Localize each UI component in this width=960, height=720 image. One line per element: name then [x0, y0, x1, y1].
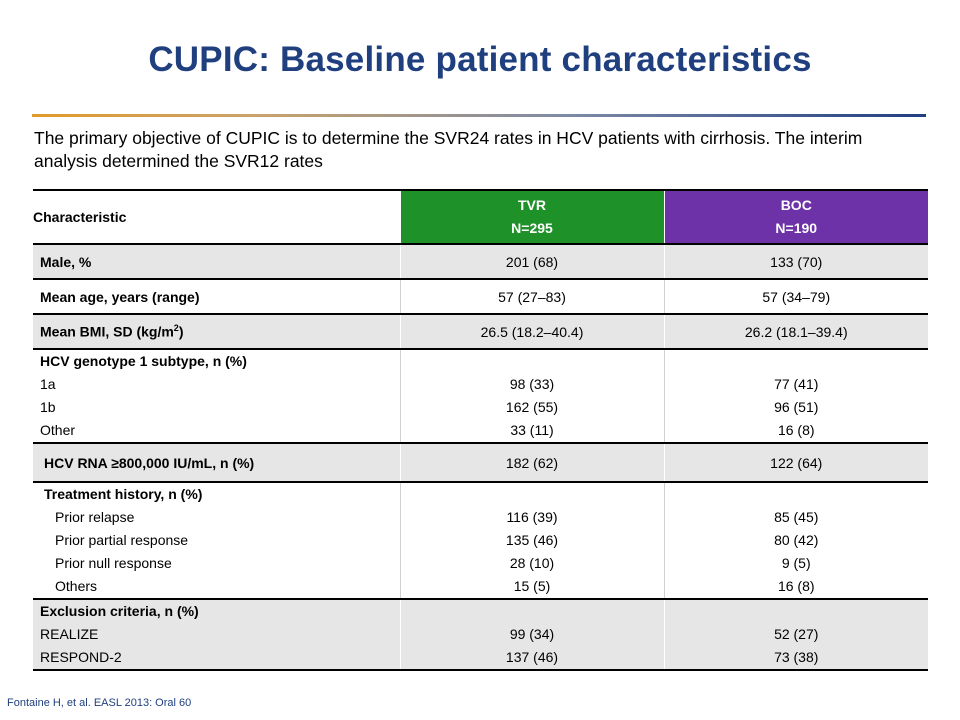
intro-text: The primary objective of CUPIC is to det… — [34, 128, 863, 171]
row-exclusion: Exclusion criteria, n (%) REALIZE RESPON… — [33, 599, 928, 670]
genotype-1a-label: 1a — [40, 376, 56, 392]
row-hcv-rna-tvr: 182 (62) — [399, 443, 664, 482]
row-history-tvr: 116 (39) 135 (46) 28 (10) 15 (5) — [399, 482, 664, 599]
exclusion-realize-boc: 52 (27) — [774, 626, 819, 642]
row-bmi-label: Mean BMI, SD (kg/m2) — [33, 314, 400, 349]
row-male: Male, % 201 (68) 133 (70) — [33, 244, 928, 279]
row-genotype: HCV genotype 1 subtype, n (%) 1a 1b Othe… — [33, 349, 928, 443]
history-others-boc: 16 (8) — [777, 578, 815, 594]
header-characteristic: Characteristic — [33, 189, 400, 245]
row-hcv-rna-label: HCV RNA ≥800,000 IU/mL, n (%) — [33, 443, 400, 482]
row-genotype-tvr: 98 (33) 162 (55) 33 (11) — [399, 349, 664, 443]
row-age-label: Mean age, years (range) — [40, 288, 200, 305]
row-bmi-tvr: 26.5 (18.2–40.4) — [399, 314, 664, 349]
row-treatment-history: Treatment history, n (%) Prior relapse P… — [33, 482, 928, 599]
exclusion-respond2-tvr: 137 (46) — [505, 649, 559, 665]
history-partial-label: Prior partial response — [55, 532, 189, 548]
history-relapse-label: Prior relapse — [55, 509, 135, 525]
row-age-tvr: 57 (27–83) — [399, 279, 664, 314]
row-genotype-boc: 77 (41) 96 (51) 16 (8) — [663, 349, 928, 443]
title-divider — [32, 114, 926, 117]
history-null-boc: 9 (5) — [781, 555, 811, 571]
row-exclusion-boc: 52 (27) 73 (38) — [663, 599, 928, 670]
history-relapse-tvr: 116 (39) — [506, 509, 558, 525]
history-null-tvr: 28 (10) — [509, 555, 555, 571]
citation-footer: Fontaine H, et al. EASL 2013: Oral 60 — [7, 697, 192, 709]
row-exclusion-label: Exclusion criteria, n (%) — [40, 603, 199, 619]
genotype-other-tvr: 33 (11) — [510, 422, 554, 438]
row-exclusion-labels: Exclusion criteria, n (%) REALIZE RESPON… — [33, 599, 400, 670]
row-hcv-rna-boc: 122 (64) — [663, 443, 928, 482]
characteristics-table: Characteristic TVR N=295 BOC N=190 Male,… — [33, 189, 928, 671]
exclusion-realize-label: REALIZE — [40, 626, 99, 642]
genotype-other-boc: 16 (8) — [777, 422, 815, 438]
row-bmi-label-sup: 2 — [173, 323, 179, 334]
history-partial-tvr: 135 (46) — [505, 532, 559, 548]
row-genotype-labels: HCV genotype 1 subtype, n (%) 1a 1b Othe… — [33, 349, 400, 443]
header-tvr-name: TVR — [518, 197, 546, 213]
row-male-tvr: 201 (68) — [399, 244, 664, 279]
row-male-boc: 133 (70) — [663, 244, 928, 279]
genotype-1a-boc: 77 (41) — [774, 376, 819, 392]
header-boc-name: BOC — [780, 197, 812, 213]
genotype-other-label: Other — [40, 422, 76, 438]
exclusion-respond2-boc: 73 (38) — [774, 649, 819, 665]
row-history-label: Treatment history, n (%) — [44, 486, 203, 502]
history-others-tvr: 15 (5) — [513, 578, 551, 594]
row-exclusion-tvr: 99 (34) 137 (46) — [399, 599, 664, 670]
row-bmi-label-end: ) — [178, 323, 184, 340]
row-bmi: Mean BMI, SD (kg/m2) 26.5 (18.2–40.4) 26… — [33, 314, 928, 349]
header-tvr-n: N=295 — [511, 220, 553, 236]
history-partial-boc: 80 (42) — [774, 532, 819, 548]
row-hcv-rna: HCV RNA ≥800,000 IU/mL, n (%) 182 (62) 1… — [33, 443, 928, 482]
history-others-label: Others — [55, 578, 98, 594]
header-boc: BOC N=190 — [663, 189, 928, 245]
row-male-label: Male, % — [33, 244, 400, 279]
row-bmi-boc: 26.2 (18.1–39.4) — [663, 314, 928, 349]
genotype-1b-tvr: 162 (55) — [505, 399, 559, 415]
page-title: CUPIC: Baseline patient characteristics — [148, 40, 812, 79]
row-history-labels: Treatment history, n (%) Prior relapse P… — [33, 482, 400, 599]
table-header-row: Characteristic TVR N=295 BOC N=190 — [33, 189, 928, 245]
history-null-label: Prior null response — [55, 555, 172, 571]
genotype-1b-boc: 96 (51) — [774, 399, 819, 415]
row-bmi-label-text: Mean BMI, SD (kg/m — [40, 323, 174, 340]
row-age: Mean age, years (range) 57 (27–83) 57 (3… — [33, 279, 928, 314]
header-boc-n: N=190 — [775, 220, 818, 236]
header-tvr: TVR N=295 — [399, 189, 664, 245]
exclusion-respond2-label: RESPOND-2 — [40, 649, 122, 665]
row-history-boc: 85 (45) 80 (42) 9 (5) 16 (8) — [663, 482, 928, 599]
exclusion-realize-tvr: 99 (34) — [509, 626, 555, 642]
genotype-1b-label: 1b — [40, 399, 56, 415]
history-relapse-boc: 85 (45) — [774, 509, 819, 525]
row-genotype-label: HCV genotype 1 subtype, n (%) — [40, 353, 247, 369]
row-age-boc: 57 (34–79) — [663, 279, 928, 314]
genotype-1a-tvr: 98 (33) — [509, 376, 555, 392]
